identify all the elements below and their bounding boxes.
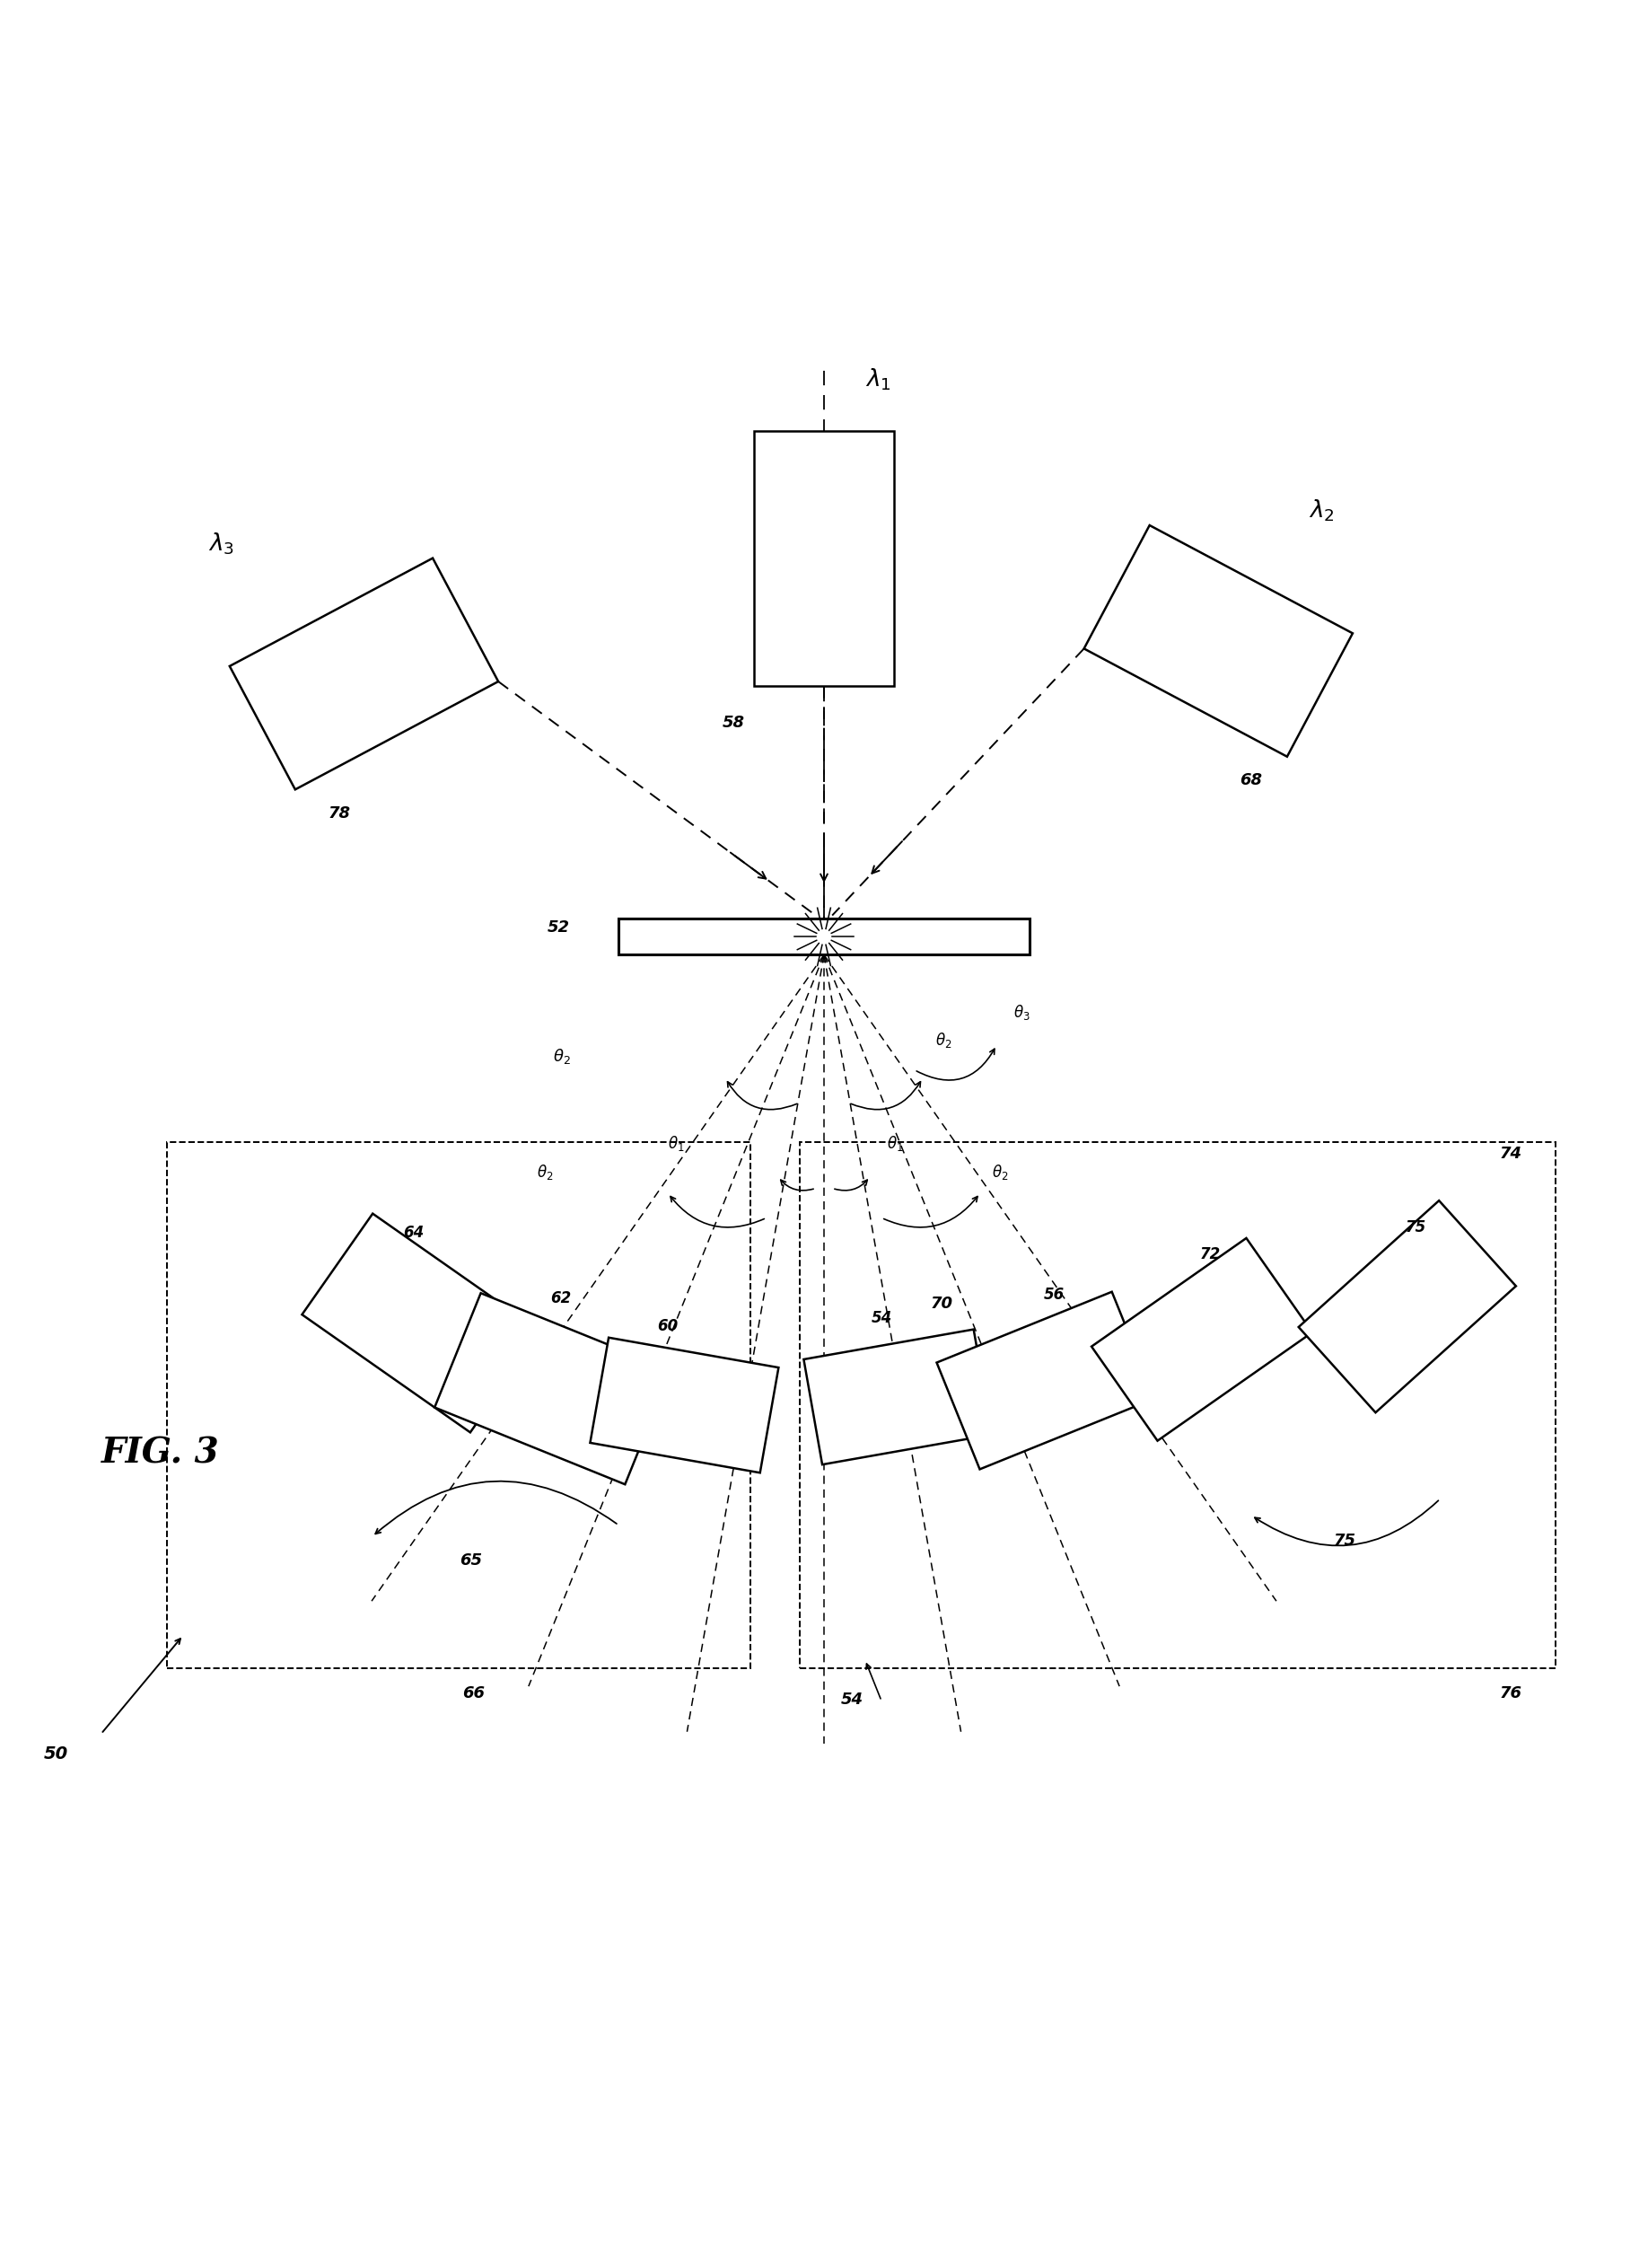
Bar: [799, 1143, 1556, 1669]
Text: $\theta_1$: $\theta_1$: [887, 1134, 903, 1154]
Text: $\lambda_3$: $\lambda_3$: [208, 531, 234, 556]
Text: FIG. 3: FIG. 3: [101, 1436, 219, 1470]
Polygon shape: [590, 1338, 778, 1472]
Polygon shape: [804, 1329, 992, 1465]
Polygon shape: [1299, 1200, 1516, 1413]
Text: 54: 54: [872, 1311, 892, 1327]
Polygon shape: [1084, 526, 1353, 758]
Text: 74: 74: [1500, 1145, 1523, 1161]
Text: 52: 52: [547, 919, 569, 934]
Text: 72: 72: [1200, 1245, 1221, 1261]
Text: 76: 76: [1500, 1685, 1523, 1701]
Text: 60: 60: [658, 1318, 679, 1334]
Text: $\lambda_1$: $\lambda_1$: [865, 367, 892, 392]
Text: 64: 64: [402, 1225, 424, 1241]
Text: $\theta_3$: $\theta_3$: [1014, 1002, 1030, 1023]
Text: 58: 58: [722, 714, 745, 730]
Text: 66: 66: [463, 1685, 485, 1701]
Text: 75: 75: [1406, 1220, 1426, 1236]
Text: 54: 54: [840, 1692, 864, 1708]
Text: 78: 78: [328, 805, 351, 821]
Text: $\theta_2$: $\theta_2$: [537, 1163, 554, 1182]
Text: $\theta_2$: $\theta_2$: [992, 1163, 1009, 1182]
Polygon shape: [936, 1293, 1155, 1470]
Text: 65: 65: [460, 1551, 481, 1567]
Polygon shape: [302, 1213, 541, 1433]
Polygon shape: [229, 558, 498, 789]
Text: $\lambda_2$: $\lambda_2$: [1309, 499, 1335, 524]
Text: 62: 62: [550, 1290, 572, 1306]
Polygon shape: [1091, 1238, 1312, 1440]
Text: 68: 68: [1239, 773, 1262, 789]
Text: $\theta_2$: $\theta_2$: [936, 1032, 953, 1050]
Polygon shape: [755, 431, 893, 687]
Bar: [166, 1143, 750, 1669]
Text: $\theta_1$: $\theta_1$: [667, 1134, 684, 1154]
Text: 56: 56: [1043, 1286, 1065, 1304]
Polygon shape: [435, 1293, 671, 1483]
Bar: [618, 919, 1030, 955]
Text: 75: 75: [1333, 1533, 1356, 1549]
Text: $\theta_2$: $\theta_2$: [552, 1048, 570, 1066]
Text: 50: 50: [43, 1744, 68, 1762]
Text: 70: 70: [931, 1295, 953, 1311]
